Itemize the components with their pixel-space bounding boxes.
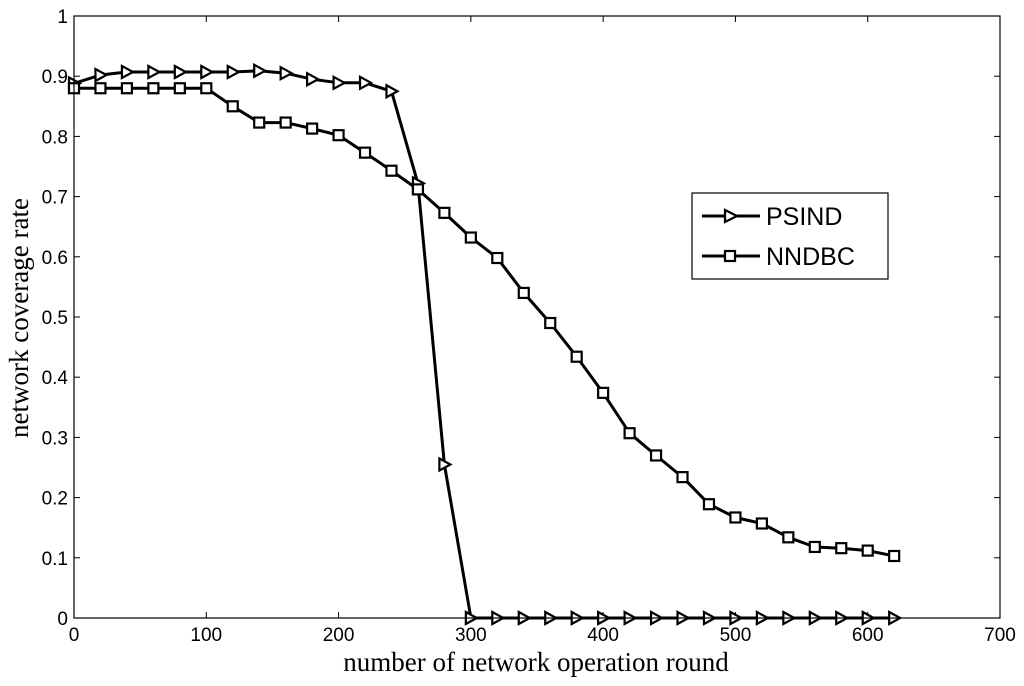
x-tick-label: 500 xyxy=(720,625,752,646)
legend: PSIND NNDBC xyxy=(691,192,889,280)
data-point-nndbc xyxy=(94,82,107,95)
x-tick-label: 100 xyxy=(190,625,222,646)
data-point-psind xyxy=(94,67,109,83)
data-point-nndbc xyxy=(385,164,398,177)
data-point-nndbc xyxy=(597,386,610,399)
data-point-psind xyxy=(147,64,162,80)
data-point-nndbc xyxy=(570,350,583,363)
data-point-nndbc xyxy=(623,427,636,440)
data-point-nndbc xyxy=(782,531,795,544)
data-point-nndbc xyxy=(438,206,451,219)
x-axis-title: number of network operation round xyxy=(343,647,729,677)
data-point-nndbc xyxy=(861,544,874,557)
data-point-psind xyxy=(173,64,189,80)
data-point-psind xyxy=(120,64,136,80)
legend-marker-psind xyxy=(723,208,740,224)
legend-marker-nndbc xyxy=(723,249,737,263)
data-point-psind xyxy=(332,74,347,91)
y-axis-title: network coverage rate xyxy=(4,198,34,438)
y-tick-label: 0.9 xyxy=(42,67,68,88)
plot-frame xyxy=(73,15,1001,619)
series-layer xyxy=(67,62,903,626)
data-point-nndbc xyxy=(517,286,530,300)
data-point-nndbc xyxy=(200,82,213,95)
data-point-nndbc xyxy=(173,82,186,95)
data-point-nndbc xyxy=(332,129,345,142)
x-tick-label: 0 xyxy=(69,625,80,646)
data-point-nndbc xyxy=(253,116,266,129)
data-point-nndbc xyxy=(358,146,372,159)
y-tick-label: 1 xyxy=(57,7,68,28)
x-tick-label: 300 xyxy=(455,625,487,646)
data-point-nndbc xyxy=(279,116,292,129)
y-tick-label: 0.3 xyxy=(42,428,68,449)
legend-label-nndbc: NNDBC xyxy=(766,243,855,271)
data-point-nndbc xyxy=(835,542,848,555)
data-point-psind xyxy=(253,62,268,79)
data-point-nndbc xyxy=(464,231,477,244)
y-tick-label: 0.8 xyxy=(42,127,68,148)
x-tick-label: 700 xyxy=(984,625,1016,646)
x-tick-label: 200 xyxy=(323,625,355,646)
y-tick-label: 0.5 xyxy=(42,308,68,329)
data-point-nndbc xyxy=(491,251,504,265)
data-point-nndbc xyxy=(544,316,557,330)
data-point-psind xyxy=(226,64,242,80)
data-point-psind xyxy=(358,74,374,91)
x-tick-label: 600 xyxy=(852,625,884,646)
data-point-nndbc xyxy=(888,549,901,563)
y-tick-label: 0.2 xyxy=(42,489,68,510)
y-tick-label: 0.4 xyxy=(42,368,69,389)
data-point-psind xyxy=(385,83,400,100)
data-point-nndbc xyxy=(120,82,134,95)
y-tick-label: 0.1 xyxy=(42,549,68,570)
data-point-nndbc xyxy=(702,498,716,511)
y-tick-label: 0.7 xyxy=(42,188,68,209)
y-tick-label: 0.6 xyxy=(42,248,68,269)
data-point-nndbc xyxy=(729,511,742,524)
data-point-psind xyxy=(200,64,215,80)
data-point-nndbc xyxy=(306,122,319,135)
axis-tick-labels: 0 100 200 300 400 500 600 700 0 0.1 0.2 0.3 0.4 0.5 0.… xyxy=(42,7,1016,646)
data-point-psind xyxy=(438,456,453,473)
legend-label-psind: PSIND xyxy=(766,203,842,231)
data-point-nndbc xyxy=(808,540,821,554)
y-tick-label: 0 xyxy=(57,609,68,630)
data-point-psind xyxy=(306,71,321,88)
legend-box xyxy=(691,192,889,280)
x-tick-label: 400 xyxy=(587,625,619,646)
data-point-nndbc xyxy=(411,183,425,196)
data-point-nndbc xyxy=(755,517,768,530)
data-point-nndbc xyxy=(147,82,160,95)
data-point-nndbc xyxy=(676,471,689,484)
data-point-psind xyxy=(279,65,294,82)
data-point-nndbc xyxy=(649,449,663,462)
data-point-nndbc xyxy=(226,100,239,113)
